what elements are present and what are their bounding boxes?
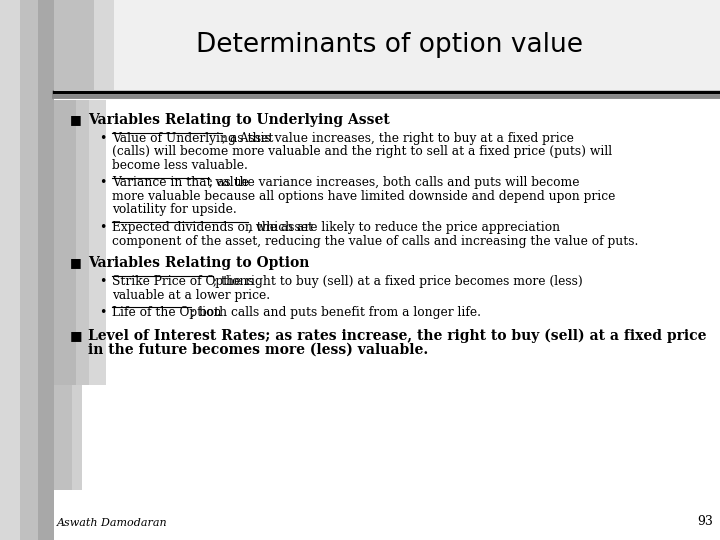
Text: 93: 93 — [697, 515, 713, 528]
Text: •: • — [99, 132, 107, 145]
Text: •: • — [99, 177, 107, 190]
Text: in the future becomes more (less) valuable.: in the future becomes more (less) valuab… — [88, 342, 428, 356]
Text: , which are likely to reduce the price appreciation: , which are likely to reduce the price a… — [248, 221, 561, 234]
Text: ; as this value increases, the right to buy at a fixed price: ; as this value increases, the right to … — [222, 132, 574, 145]
Text: •: • — [99, 275, 107, 288]
Bar — [38, 0, 54, 540]
Text: Variables Relating to Underlying Asset: Variables Relating to Underlying Asset — [88, 113, 390, 127]
Text: component of the asset, reducing the value of calls and increasing the value of : component of the asset, reducing the val… — [112, 234, 639, 247]
Text: volatility for upside.: volatility for upside. — [112, 204, 237, 217]
Bar — [54, 385, 72, 490]
Text: •: • — [99, 306, 107, 319]
Bar — [54, 490, 106, 540]
Text: ; the right to buy (sell) at a fixed price becomes more (less): ; the right to buy (sell) at a fixed pri… — [213, 275, 583, 288]
Text: Determinants of option value: Determinants of option value — [197, 32, 583, 58]
Text: become less valuable.: become less valuable. — [112, 159, 248, 172]
Bar — [106, 90, 720, 540]
Text: •: • — [99, 221, 107, 234]
Bar — [20, 0, 38, 540]
Text: ■: ■ — [70, 113, 82, 126]
Text: Life of the Option: Life of the Option — [112, 306, 222, 319]
Text: ; as the variance increases, both calls and puts will become: ; as the variance increases, both calls … — [209, 177, 580, 190]
Bar — [54, 0, 720, 90]
Bar — [0, 0, 20, 540]
Bar — [54, 100, 76, 385]
Text: Variables Relating to Option: Variables Relating to Option — [88, 256, 310, 270]
Text: Variance in that value: Variance in that value — [112, 177, 249, 190]
Bar — [54, 100, 89, 385]
Text: Aswath Damodaran: Aswath Damodaran — [57, 518, 168, 528]
Text: Level of Interest Rates; as rates increase, the right to buy (sell) at a fixed p: Level of Interest Rates; as rates increa… — [88, 329, 706, 343]
Text: Strike Price of Options: Strike Price of Options — [112, 275, 253, 288]
Text: ■: ■ — [70, 329, 83, 342]
Bar — [54, 0, 94, 90]
Text: ■: ■ — [70, 256, 82, 269]
Text: ; both calls and puts benefit from a longer life.: ; both calls and puts benefit from a lon… — [192, 306, 481, 319]
Text: valuable at a lower price.: valuable at a lower price. — [112, 288, 270, 301]
Bar — [54, 0, 114, 90]
Text: more valuable because all options have limited downside and depend upon price: more valuable because all options have l… — [112, 190, 616, 203]
Text: Expected dividends on the asset: Expected dividends on the asset — [112, 221, 313, 234]
Text: Value of Underlying Asset: Value of Underlying Asset — [112, 132, 274, 145]
Bar — [54, 385, 82, 490]
Bar — [54, 100, 106, 385]
Text: (calls) will become more valuable and the right to sell at a fixed price (puts) : (calls) will become more valuable and th… — [112, 145, 612, 158]
